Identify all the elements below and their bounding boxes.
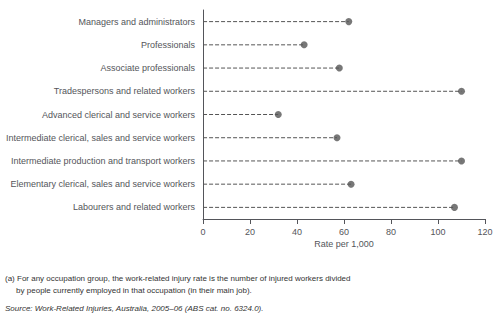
svg-text:Intermediate clerical, sales a: Intermediate clerical, sales and service… (6, 133, 196, 143)
svg-text:Labourers and related workers: Labourers and related workers (73, 202, 196, 212)
svg-text:Rate per 1,000: Rate per 1,000 (314, 239, 374, 249)
svg-text:Professionals: Professionals (141, 40, 196, 50)
svg-text:100: 100 (430, 227, 445, 237)
svg-text:60: 60 (339, 227, 349, 237)
svg-text:0: 0 (201, 227, 206, 237)
svg-text:40: 40 (292, 227, 302, 237)
svg-text:Source: Work-Related Injuries,: Source: Work-Related Injuries, Australia… (5, 304, 264, 313)
svg-text:20: 20 (245, 227, 255, 237)
svg-text:80: 80 (386, 227, 396, 237)
svg-text:by people currently employed i: by people currently employed in that occ… (5, 286, 252, 295)
svg-text:(a) For any occupation group,: (a) For any occupation group, the work-r… (5, 274, 351, 283)
svg-text:Intermediate production and tr: Intermediate production and transport wo… (11, 156, 196, 166)
svg-text:Managers and administrators: Managers and administrators (79, 17, 196, 27)
svg-text:120: 120 (477, 227, 492, 237)
svg-text:Elementary clerical, sales and: Elementary clerical, sales and service w… (10, 179, 195, 189)
svg-text:Advanced clerical and service: Advanced clerical and service workers (42, 110, 196, 120)
svg-text:Associate professionals: Associate professionals (101, 63, 196, 73)
svg-text:Tradespersons and related work: Tradespersons and related workers (54, 86, 196, 96)
